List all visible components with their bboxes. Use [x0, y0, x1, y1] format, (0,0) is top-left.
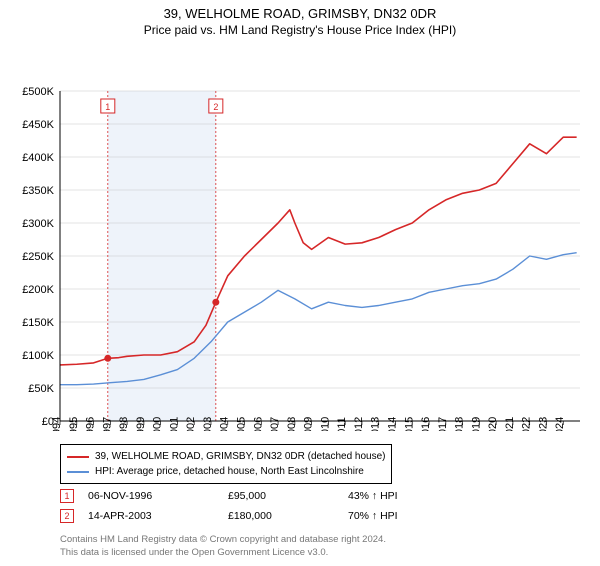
svg-text:2000: 2000 — [152, 417, 164, 431]
legend-swatch — [67, 456, 89, 458]
legend-swatch — [67, 471, 89, 473]
svg-text:2005: 2005 — [236, 417, 248, 431]
legend-label: 39, WELHOLME ROAD, GRIMSBY, DN32 0DR (de… — [95, 449, 385, 464]
transactions-table: 1 06-NOV-1996£95,00043% ↑ HPI 2 14-APR-2003… — [60, 486, 468, 526]
svg-text:2019: 2019 — [470, 417, 482, 431]
transaction-price: £95,000 — [228, 490, 348, 502]
chart-subtitle: Price paid vs. HM Land Registry's House … — [0, 23, 600, 37]
svg-text:2013: 2013 — [370, 417, 382, 431]
svg-text:£300K: £300K — [22, 218, 54, 230]
chart-title: 39, WELHOLME ROAD, GRIMSBY, DN32 0DR — [0, 6, 600, 21]
transaction-pct: 70% ↑ HPI — [348, 510, 468, 522]
svg-text:2017: 2017 — [437, 417, 449, 431]
svg-text:2021: 2021 — [504, 417, 516, 431]
svg-text:2004: 2004 — [219, 417, 231, 431]
price-chart: £0£50K£100K£150K£200K£250K£300K£350K£400… — [0, 41, 600, 431]
license-text: Contains HM Land Registry data © Crown c… — [60, 534, 386, 560]
svg-text:£400K: £400K — [22, 152, 54, 164]
svg-text:2024: 2024 — [554, 417, 566, 431]
transaction-date: 06-NOV-1996 — [88, 490, 228, 502]
svg-text:2016: 2016 — [420, 417, 432, 431]
svg-text:2014: 2014 — [386, 417, 398, 431]
transaction-price: £180,000 — [228, 510, 348, 522]
license-line-2: This data is licensed under the Open Gov… — [60, 547, 386, 560]
legend: 39, WELHOLME ROAD, GRIMSBY, DN32 0DR (de… — [60, 444, 392, 484]
svg-text:£250K: £250K — [22, 251, 54, 263]
transaction-row: 2 14-APR-2003£180,00070% ↑ HPI — [60, 506, 468, 526]
svg-text:1997: 1997 — [101, 417, 113, 431]
svg-text:2001: 2001 — [168, 417, 180, 431]
svg-text:1: 1 — [105, 102, 110, 112]
svg-text:2007: 2007 — [269, 417, 281, 431]
legend-row: HPI: Average price, detached house, Nort… — [67, 464, 385, 479]
svg-text:2008: 2008 — [286, 417, 298, 431]
svg-text:1996: 1996 — [85, 417, 97, 431]
svg-text:2010: 2010 — [319, 417, 331, 431]
svg-text:1995: 1995 — [68, 417, 80, 431]
license-line-1: Contains HM Land Registry data © Crown c… — [60, 534, 386, 547]
svg-text:2009: 2009 — [303, 417, 315, 431]
svg-text:£450K: £450K — [22, 119, 54, 131]
transaction-marker: 2 — [60, 509, 74, 523]
svg-text:2003: 2003 — [202, 417, 214, 431]
svg-text:£200K: £200K — [22, 284, 54, 296]
svg-text:£50K: £50K — [28, 383, 54, 395]
svg-text:2: 2 — [213, 102, 218, 112]
svg-text:2002: 2002 — [185, 417, 197, 431]
svg-text:2020: 2020 — [487, 417, 499, 431]
svg-text:1999: 1999 — [135, 417, 147, 431]
svg-text:2012: 2012 — [353, 417, 365, 431]
svg-text:2015: 2015 — [403, 417, 415, 431]
legend-row: 39, WELHOLME ROAD, GRIMSBY, DN32 0DR (de… — [67, 449, 385, 464]
svg-text:2022: 2022 — [521, 417, 533, 431]
transaction-marker: 1 — [60, 489, 74, 503]
legend-label: HPI: Average price, detached house, Nort… — [95, 464, 364, 479]
svg-text:2006: 2006 — [252, 417, 264, 431]
svg-text:£350K: £350K — [22, 185, 54, 197]
svg-text:£500K: £500K — [22, 86, 54, 98]
svg-text:£100K: £100K — [22, 350, 54, 362]
transaction-pct: 43% ↑ HPI — [348, 490, 468, 502]
svg-text:£150K: £150K — [22, 317, 54, 329]
svg-text:2018: 2018 — [454, 417, 466, 431]
transaction-date: 14-APR-2003 — [88, 510, 228, 522]
transaction-row: 1 06-NOV-1996£95,00043% ↑ HPI — [60, 486, 468, 506]
svg-text:1994: 1994 — [51, 417, 63, 431]
svg-text:2023: 2023 — [537, 417, 549, 431]
svg-text:1998: 1998 — [118, 417, 130, 431]
svg-text:2011: 2011 — [336, 417, 348, 431]
